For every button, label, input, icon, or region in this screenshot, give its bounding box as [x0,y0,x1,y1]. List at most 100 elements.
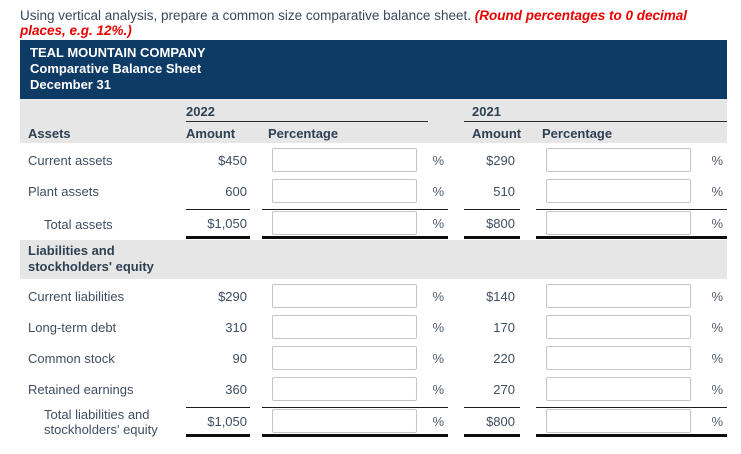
percent-sign: % [711,183,723,199]
percentage-cell-2022: % [262,283,448,309]
column-labels-row: Assets Amount Percentage Amount Percenta… [20,122,727,143]
row-label: Current liabilities [28,288,125,304]
percent-sign: % [432,215,444,231]
amount-2021: 220 [493,350,515,366]
liabilities-section-body: Current liabilities $290 % $140 % Long-t… [20,279,727,437]
table-row-total-liabilities-equity: Total liabilities and stockholders' equi… [20,407,727,437]
amount-2021: $140 [486,288,515,304]
amount-2022: $1,050 [186,209,250,239]
percentage-cell-2021: % [536,283,727,309]
liabilities-section-label: Liabilities and stockholders' equity [28,243,154,274]
percent-sign: % [432,152,444,168]
percent-sign: % [432,381,444,397]
percentage-input-2021-retained-earnings[interactable] [546,377,691,401]
table-row-long-term-debt: Long-term debt 310 % 170 % [20,314,727,340]
percent-sign: % [432,413,444,429]
percentage-cell-2021: % [536,178,727,204]
percentage-cell-2021: % [536,345,727,371]
year-header-row: 2022 2021 [20,103,727,122]
table-row-common-stock: Common stock 90 % 220 % [20,345,727,371]
percentage-input-2022-common-stock[interactable] [272,346,417,370]
assets-section-header: Assets [28,126,71,141]
percent-sign: % [711,215,723,231]
column-header-band: 2022 2021 Assets Amount Percentage Amoun… [20,99,727,143]
percent-sign: % [432,183,444,199]
liabilities-section-header: Liabilities and stockholders' equity [20,240,727,279]
percent-sign: % [711,413,723,429]
percentage-cell-2021: % [536,376,727,402]
assets-section-body: Current assets $450 % $290 % Plant asset… [20,143,727,239]
table-row-retained-earnings: Retained earnings 360 % 270 % [20,376,727,402]
percent-sign: % [711,350,723,366]
percent-sign: % [711,288,723,304]
amount-2022: 360 [225,381,247,397]
instruction-main: Using vertical analysis, prepare a commo… [20,8,475,23]
percentage-cell-2022: % [262,376,448,402]
amount-2021: 170 [493,319,515,335]
year-2021-header: 2021 [464,103,727,122]
row-label: Long-term debt [28,319,117,335]
row-label: Common stock [28,350,115,366]
year-2022-header: 2022 [186,103,428,122]
percentage-input-2021-current-assets[interactable] [546,148,691,172]
percentage-input-2021-total-assets[interactable] [546,211,691,235]
rounding-note: (Round percentages to 0 decimal places, … [20,8,688,38]
percentage-input-2021-long-term-debt[interactable] [546,315,691,339]
percentage-cell-2021: % [536,147,727,173]
instruction-text: Using vertical analysis, prepare a commo… [20,8,730,38]
percentage-input-2022-current-liabilities[interactable] [272,284,417,308]
row-label: Current assets [28,152,113,168]
statement-date: December 31 [30,77,111,92]
percentage-input-2021-plant-assets[interactable] [546,179,691,203]
percentage-input-2021-current-liabilities[interactable] [546,284,691,308]
row-label: Total liabilities and stockholders' equi… [44,407,158,437]
percent-sign: % [711,381,723,397]
percentage-input-2022-total-liabilities-equity[interactable] [272,409,417,433]
table-row-current-assets: Current assets $450 % $290 % [20,147,727,173]
percentage-input-2021-common-stock[interactable] [546,346,691,370]
table-title-block: TEAL MOUNTAIN COMPANY Comparative Balanc… [20,40,727,99]
amount-2021: 270 [493,381,515,397]
percentage-cell-2022: % [262,345,448,371]
amount-2022: $290 [218,288,247,304]
table-row-total-assets: Total assets $1,050 % $800 % [20,209,727,239]
percentage-input-2022-plant-assets[interactable] [272,179,417,203]
amount-2021: $800 [464,209,520,239]
balance-sheet-table: TEAL MOUNTAIN COMPANY Comparative Balanc… [20,40,727,438]
percentage-cell-2021: % [536,209,727,239]
amount-2022: $1,050 [186,407,250,437]
percentage-input-2022-retained-earnings[interactable] [272,377,417,401]
amount-2022-header: Amount [186,126,236,141]
percentage-cell-2021: % [536,407,727,437]
company-name: TEAL MOUNTAIN COMPANY [30,45,206,60]
amount-2021-header: Amount [472,126,522,141]
row-label: Retained earnings [28,381,134,397]
percent-sign: % [432,288,444,304]
amount-2022: 600 [225,183,247,199]
table-row-plant-assets: Plant assets 600 % 510 % [20,178,727,204]
amount-2022: 310 [225,319,247,335]
percentage-2021-header: Percentage [542,126,613,141]
table-row-current-liabilities: Current liabilities $290 % $140 % [20,283,727,309]
percentage-cell-2022: % [262,407,448,437]
row-label: Total assets [44,216,113,232]
percentage-cell-2021: % [536,314,727,340]
percentage-cell-2022: % [262,314,448,340]
percentage-cell-2022: % [262,147,448,173]
percent-sign: % [432,319,444,335]
percentage-input-2022-long-term-debt[interactable] [272,315,417,339]
percentage-input-2021-total-liabilities-equity[interactable] [546,409,691,433]
amount-2021: $290 [486,152,515,168]
amount-2022: 90 [232,350,247,366]
percentage-2022-header: Percentage [268,126,339,141]
percentage-input-2022-current-assets[interactable] [272,148,417,172]
percent-sign: % [711,319,723,335]
row-label: Plant assets [28,183,99,199]
percentage-cell-2022: % [262,178,448,204]
percent-sign: % [432,350,444,366]
amount-2021: 510 [493,183,515,199]
percentage-input-2022-total-assets[interactable] [272,211,417,235]
amount-2021: $800 [464,407,520,437]
percentage-cell-2022: % [262,209,448,239]
statement-title: Comparative Balance Sheet [30,61,202,76]
